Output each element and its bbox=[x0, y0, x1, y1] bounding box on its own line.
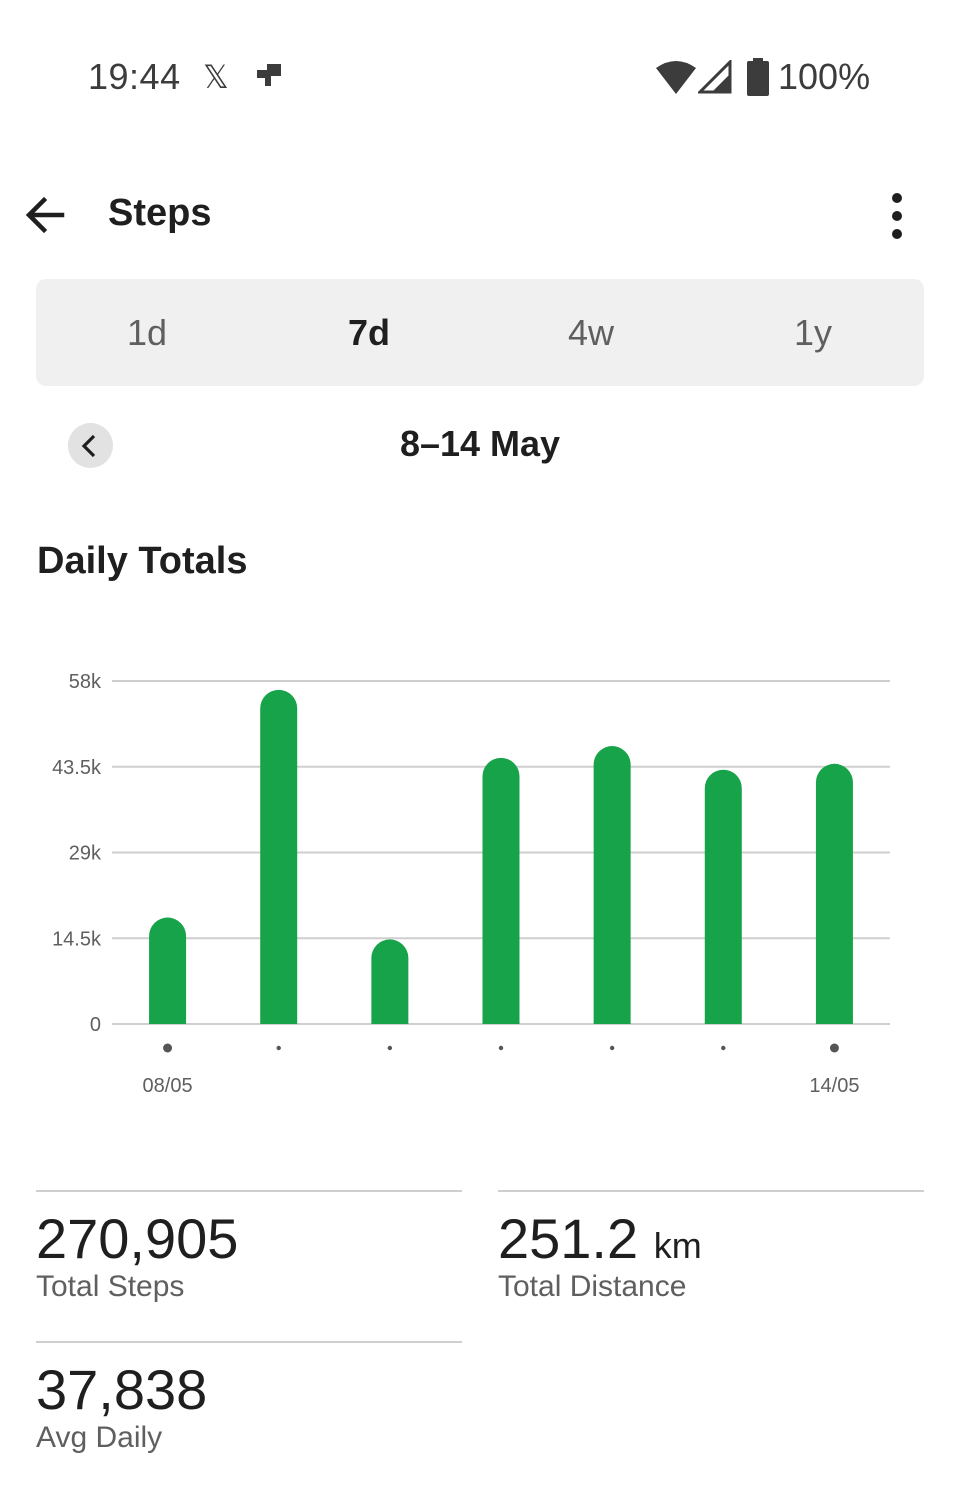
tab-1d[interactable]: 1d bbox=[126, 311, 168, 353]
arrow-left-icon[interactable] bbox=[22, 192, 68, 238]
range-tabs: 1d 7d 4w 1y bbox=[36, 279, 924, 386]
bar bbox=[260, 689, 298, 1024]
wifi-icon bbox=[656, 60, 696, 99]
bar bbox=[704, 769, 742, 1024]
x-tick-dot bbox=[498, 1045, 504, 1051]
section-title: Daily Totals bbox=[37, 540, 248, 582]
total-steps-value: 270,905 bbox=[36, 1207, 239, 1270]
x-tick-dot bbox=[276, 1045, 281, 1051]
total-distance-label: Total Distance bbox=[498, 1270, 687, 1303]
battery-icon bbox=[747, 58, 769, 101]
total-steps-label: Total Steps bbox=[36, 1270, 185, 1303]
avg-daily-value: 37,838 bbox=[36, 1358, 208, 1421]
avg-daily-stat: 37,838 Avg Daily bbox=[36, 1341, 462, 1463]
x-tick-label: 14/05 bbox=[809, 1075, 859, 1097]
tab-7d[interactable]: 7d bbox=[347, 311, 390, 353]
x-app-icon: 𝕏 bbox=[203, 58, 229, 96]
battery-percent: 100% bbox=[778, 56, 871, 97]
y-tick-label: 0 bbox=[90, 1014, 101, 1036]
notification-icon bbox=[257, 64, 283, 93]
bar bbox=[815, 763, 853, 1024]
status-bar: 19:44 𝕏 100% bbox=[0, 0, 960, 150]
bar bbox=[371, 939, 409, 1024]
y-tick-label: 29k bbox=[69, 843, 102, 865]
y-tick-label: 43.5k bbox=[52, 757, 102, 779]
daily-totals-chart: 0 14.5k 29k 43.5k 58k 08/05 14/05 bbox=[52, 671, 890, 1097]
cell-signal-icon bbox=[696, 58, 732, 99]
page-title: Steps bbox=[108, 192, 212, 234]
total-distance-value: 251.2 bbox=[498, 1207, 639, 1270]
x-tick-dot bbox=[163, 1043, 173, 1053]
y-tick-label: 14.5k bbox=[52, 928, 102, 950]
x-tick-label: 08/05 bbox=[143, 1075, 193, 1097]
total-distance-stat: 251.2 km Total Distance bbox=[498, 1190, 924, 1312]
x-tick-dot bbox=[387, 1045, 393, 1051]
bar bbox=[593, 746, 631, 1024]
chevron-left-icon bbox=[81, 434, 96, 458]
previous-period-button[interactable] bbox=[68, 423, 113, 468]
x-tick-dot bbox=[829, 1043, 839, 1053]
avg-daily-label: Avg Daily bbox=[36, 1421, 163, 1454]
tab-4w[interactable]: 4w bbox=[567, 311, 615, 353]
more-vertical-icon[interactable] bbox=[876, 190, 918, 242]
total-steps-stat: 270,905 Total Steps bbox=[36, 1190, 462, 1312]
status-time: 19:44 bbox=[88, 56, 181, 97]
date-range-label: 8–14 May bbox=[399, 423, 561, 464]
tab-1y[interactable]: 1y bbox=[793, 311, 833, 353]
x-tick-dot bbox=[609, 1045, 615, 1051]
app-bar: Steps bbox=[0, 170, 960, 260]
bar bbox=[149, 917, 187, 1024]
total-distance-unit: km bbox=[653, 1225, 702, 1266]
bar bbox=[482, 757, 520, 1024]
y-tick-label: 58k bbox=[69, 671, 102, 693]
total-distance-value-row: 251.2 km bbox=[498, 1206, 702, 1271]
x-tick-dot bbox=[721, 1045, 726, 1051]
